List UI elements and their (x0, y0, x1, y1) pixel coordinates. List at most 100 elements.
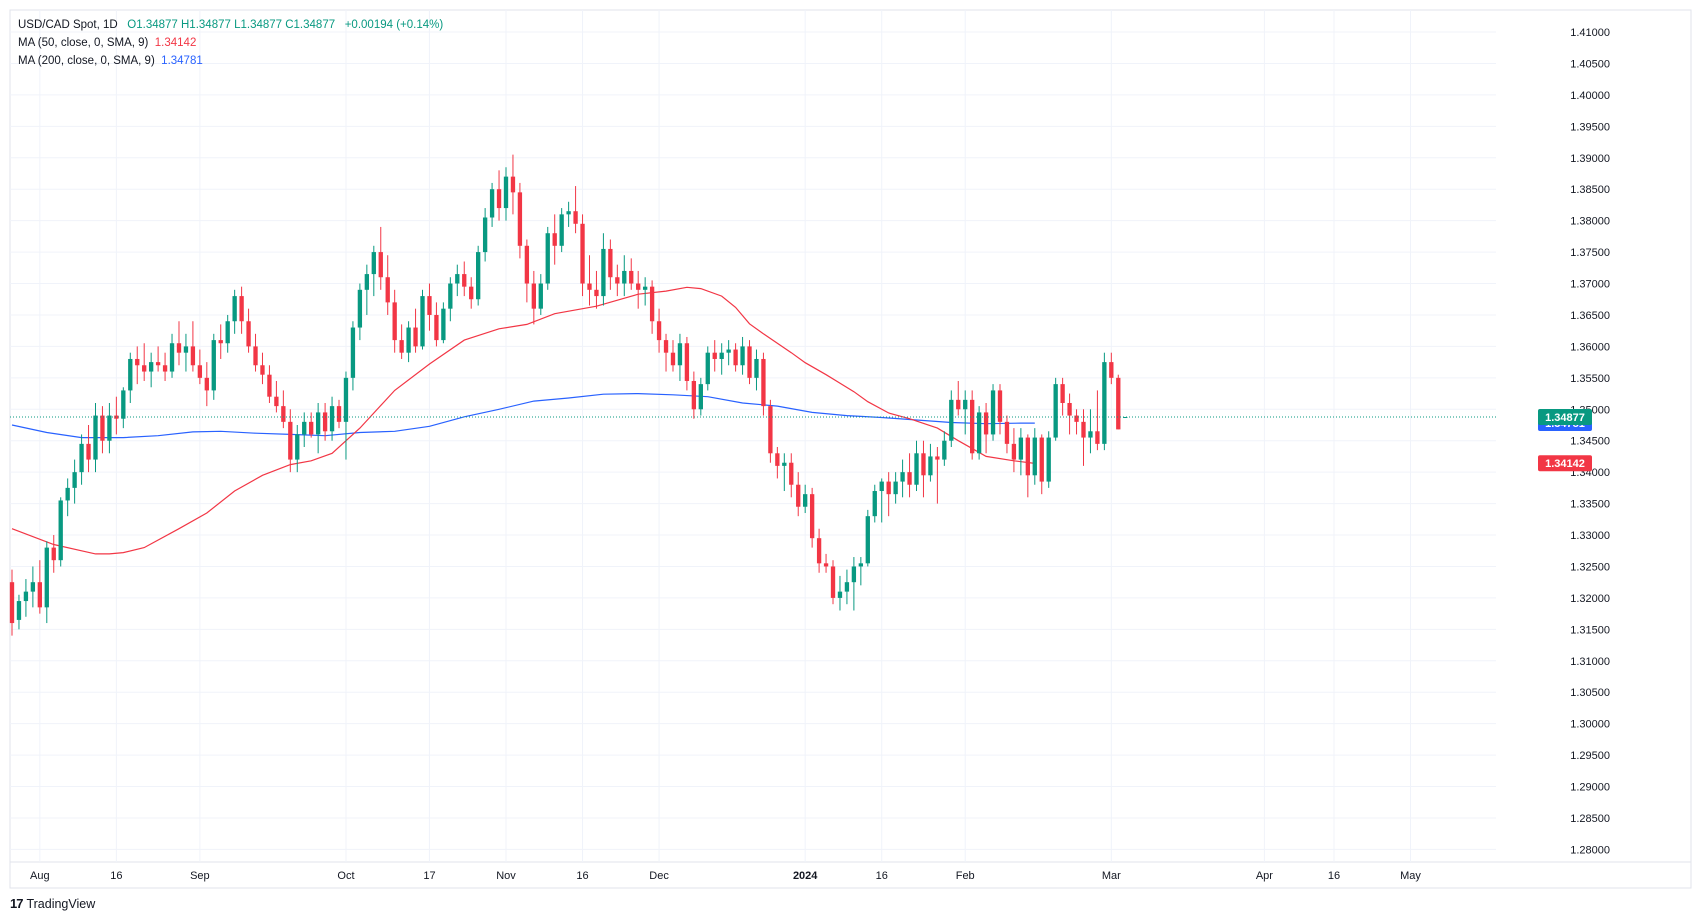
candle-body (114, 415, 119, 419)
candle-body (983, 412, 989, 435)
candle-body (531, 283, 536, 309)
candle (1046, 431, 1051, 488)
candle (420, 289, 425, 350)
candle-body (121, 390, 126, 419)
candle (406, 321, 411, 363)
candle (816, 528, 822, 573)
candle (684, 336, 690, 391)
candle-body (489, 189, 495, 218)
candle-body (155, 362, 161, 366)
ma50-line (11, 286, 1035, 555)
candle (796, 472, 801, 517)
ma200-row[interactable]: MA (200, close, 0, SMA, 9) 1.34781 (18, 52, 443, 70)
candle-body (914, 453, 919, 485)
candle (343, 371, 349, 460)
candle (93, 402, 98, 473)
candle-body (705, 352, 710, 385)
symbol-row[interactable]: USD/CAD Spot, 1D O1.34877 H1.34877 L1.34… (18, 16, 443, 34)
brand-name: TradingView (26, 896, 96, 911)
candle (768, 399, 773, 463)
candle (190, 321, 196, 372)
candle (712, 340, 717, 372)
candle-body (907, 472, 912, 485)
candle (976, 406, 982, 460)
candle-body (656, 321, 662, 341)
tradingview-logo[interactable]: 17 TradingView (10, 896, 95, 911)
candle-body (309, 421, 314, 435)
candle (1123, 417, 1128, 419)
price-tick-label: 1.30500 (1570, 687, 1610, 699)
candle (566, 201, 571, 227)
candle (1081, 409, 1086, 466)
candle (837, 575, 843, 611)
price-axis[interactable]: 1.41000 1.40500 1.40000 1.39500 1.39000 1.385… (1570, 27, 1610, 856)
candle-body (503, 176, 509, 209)
candle (830, 560, 836, 605)
candle-body (169, 343, 175, 372)
candle (594, 270, 599, 309)
candle-body (1032, 437, 1037, 476)
candle (51, 535, 56, 573)
candle (1074, 409, 1079, 435)
candle (629, 258, 634, 290)
time-tick-label: Oct (337, 870, 354, 882)
candle (935, 447, 940, 504)
candle (733, 343, 738, 372)
candle-body (295, 434, 300, 460)
ma200-value: 1.34781 (161, 55, 203, 67)
candle (531, 270, 536, 325)
candle-body (837, 591, 843, 598)
ma50-price-tag-text: 1.34142 (1545, 458, 1585, 470)
price-tick-label: 1.39000 (1570, 153, 1610, 165)
candle-body (329, 406, 335, 432)
candle (357, 283, 363, 341)
time-axis[interactable]: Aug 16 Sep Oct 17 Nov 16 Dec 2024 16 Feb Mar Apr 16 Ma… (30, 870, 1421, 882)
candle (928, 443, 933, 482)
candle (886, 472, 891, 517)
time-tick-label: 16 (1328, 870, 1340, 882)
ma50-layer (11, 286, 1035, 555)
candle (942, 431, 947, 466)
candle-body (997, 390, 1003, 422)
price-tick-label: 1.39500 (1570, 121, 1610, 133)
candle-body (350, 327, 356, 378)
candle-body (246, 321, 251, 347)
candle-body (747, 346, 752, 378)
candle-body (670, 352, 676, 366)
time-tick-label: Feb (956, 870, 975, 882)
price-tick-label: 1.40000 (1570, 90, 1610, 102)
candle (274, 380, 279, 413)
ma200-layer (11, 392, 1035, 439)
candle-body (406, 327, 411, 353)
candle-body (809, 494, 815, 539)
ma50-value: 1.34142 (154, 37, 197, 49)
candle-body (385, 277, 390, 303)
candle (253, 333, 258, 372)
candle-body (956, 399, 961, 410)
candle (858, 557, 864, 586)
candle-body (768, 406, 773, 454)
candle (893, 472, 898, 504)
candle (747, 340, 752, 385)
candle-body (830, 566, 836, 598)
candle (956, 380, 961, 416)
candle-body (796, 484, 801, 507)
ma50-row[interactable]: MA (50, close, 0, SMA, 9) 1.34142 (18, 34, 443, 52)
candle-body (935, 456, 940, 460)
price-tick-label: 1.35500 (1570, 373, 1610, 385)
candle (663, 333, 669, 372)
candle (1004, 415, 1010, 454)
price-tick-label: 1.28000 (1570, 844, 1610, 856)
tradingview-logo-icon: 17 (10, 896, 24, 911)
candle-body (712, 352, 717, 359)
candle (441, 302, 446, 344)
candle-body (1046, 437, 1051, 482)
candle-body (1116, 377, 1121, 430)
ma50-price-tag-bg (1538, 455, 1592, 472)
candle (1060, 377, 1065, 416)
candle (329, 396, 335, 441)
candle (86, 424, 91, 473)
price-tick-label: 1.40500 (1570, 58, 1610, 70)
